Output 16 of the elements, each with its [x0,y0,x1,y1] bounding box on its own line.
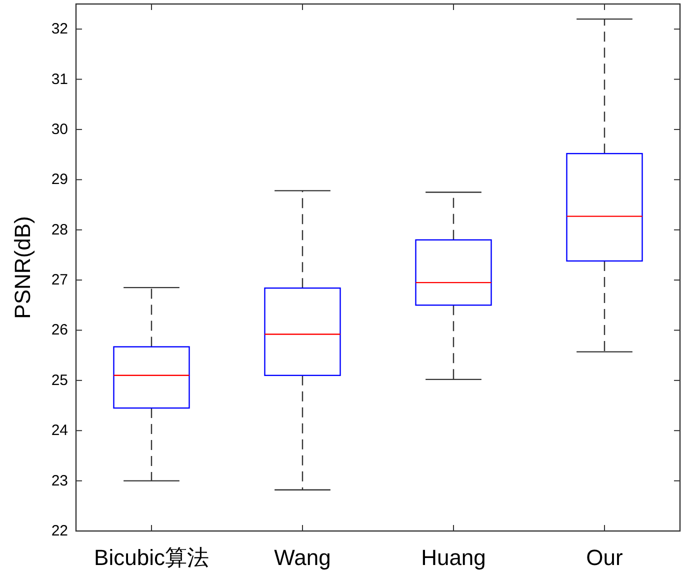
y-tick-label: 27 [51,272,68,289]
x-tick-label: Wang [274,545,331,570]
y-tick-label: 24 [51,422,68,440]
y-tick-label: 30 [51,120,68,138]
y-tick-label: 28 [51,221,68,238]
y-tick-label: 26 [51,322,68,339]
x-tick-label: Bicubic算法 [94,545,209,570]
y-tick-label: 31 [51,70,68,88]
y-tick-label: 25 [51,372,68,389]
y-tick-label: 23 [51,472,68,490]
y-tick-label: 32 [51,20,68,38]
y-tick-label: 29 [51,171,68,188]
y-axis-title: PSNR(dB) [10,216,35,319]
x-tick-label: Huang [421,545,486,570]
y-tick-label: 22 [51,522,68,540]
x-tick-label: Our [586,545,623,570]
